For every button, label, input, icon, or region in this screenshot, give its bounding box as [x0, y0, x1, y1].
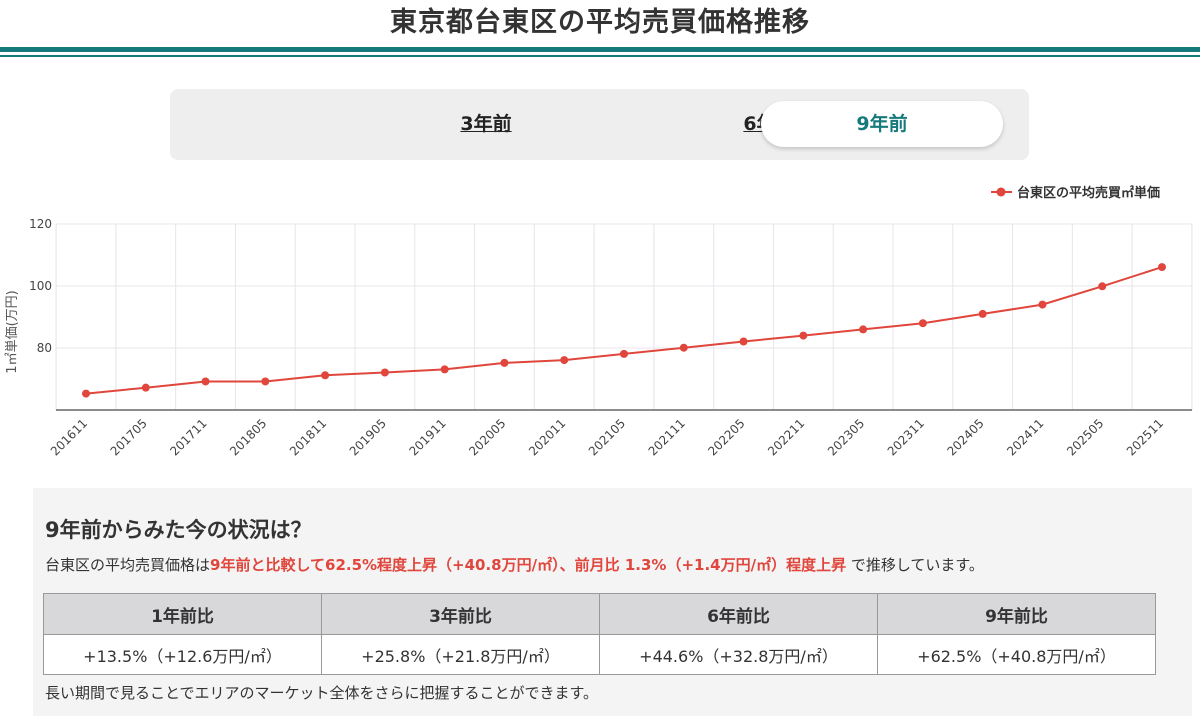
- data-point: [978, 309, 987, 318]
- summary-highlight-9y: 9年前と比較して62.5%程度上昇（+40.8万円/㎡）: [210, 556, 560, 574]
- data-point: [500, 358, 509, 367]
- x-tick-label: 202311: [885, 416, 927, 458]
- x-tick-label: 202505: [1064, 416, 1106, 458]
- table-row: +13.5%（+12.6万円/㎡） +25.8%（+21.8万円/㎡） +44.…: [43, 634, 1156, 675]
- x-tick-label: 202211: [765, 416, 807, 458]
- x-tick-label: 202411: [1004, 416, 1046, 458]
- summary-separator: 、: [559, 556, 575, 574]
- table-cell: +25.8%（+21.8万円/㎡）: [321, 634, 600, 675]
- table-header-row: 1年前比 3年前比 6年前比 9年前比: [43, 593, 1156, 635]
- horizontal-gridlines: [56, 223, 1192, 349]
- y-tick-label: 120: [29, 217, 52, 231]
- x-tick-label: 201611: [48, 416, 90, 458]
- tab-3-years-ago[interactable]: 3年前: [460, 113, 512, 135]
- data-point: [679, 343, 688, 352]
- x-tick-label: 201705: [108, 416, 150, 458]
- legend-label: 台東区の平均売買㎡単価: [1017, 185, 1160, 201]
- table-header: 9年前比: [877, 593, 1156, 635]
- summary-sentence: 台東区の平均売買価格は9年前と比較して62.5%程度上昇（+40.8万円/㎡）、…: [45, 554, 984, 575]
- x-tick-labels: 201611 201705 201711 201805 201811 201905 2019…: [48, 416, 1166, 458]
- x-tick-label: 202111: [646, 416, 688, 458]
- x-tick-label: 202005: [466, 416, 508, 458]
- x-tick-label: 201711: [167, 416, 209, 458]
- table-cell: +44.6%（+32.8万円/㎡）: [599, 634, 878, 675]
- data-point: [440, 365, 449, 374]
- x-tick-label: 201911: [406, 416, 448, 458]
- page-title: 東京都台東区の平均売買価格推移: [390, 7, 810, 38]
- summary-panel: 9年前からみた今の状況は？ 台東区の平均売買価格は9年前と比較して62.5%程度…: [33, 488, 1192, 716]
- summary-suffix: で推移しています。: [846, 556, 984, 574]
- title-rule-thick: [0, 47, 1200, 52]
- data-point: [141, 383, 150, 392]
- x-tick-label: 202205: [705, 416, 747, 458]
- x-tick-label: 201905: [347, 416, 389, 458]
- data-point: [918, 319, 927, 328]
- data-point: [739, 337, 748, 346]
- y-tick-label: 100: [29, 279, 52, 293]
- data-point: [620, 349, 628, 358]
- summary-prefix: 台東区の平均売買価格は: [45, 556, 211, 574]
- data-point: [380, 368, 389, 377]
- data-point: [1098, 282, 1107, 291]
- data-point: [859, 325, 868, 334]
- x-tick-label: 202105: [586, 416, 628, 458]
- vertical-gridlines: [55, 224, 1193, 410]
- data-point: [321, 371, 330, 380]
- table-cell: +13.5%（+12.6万円/㎡）: [43, 634, 322, 675]
- y-axis-label: 1㎡単価(万円): [4, 290, 20, 373]
- title-rule-thin: [0, 55, 1200, 57]
- x-tick-label: 202011: [526, 416, 568, 458]
- y-tick-labels: 80 100 120: [29, 217, 52, 355]
- summary-title: 9年前からみた今の状況は？: [45, 518, 312, 542]
- table-cell: +62.5%（+40.8万円/㎡）: [877, 634, 1156, 675]
- x-tick-label: 201805: [227, 416, 269, 458]
- data-point: [1158, 263, 1166, 272]
- x-tick-label: 201811: [287, 416, 329, 458]
- x-tick-label: 202305: [825, 416, 867, 458]
- data-point: [799, 331, 808, 340]
- summary-highlight-month: 前月比 1.3%（+1.4万円/㎡）程度上昇: [574, 556, 847, 574]
- data-point: [261, 377, 270, 386]
- y-tick-label: 80: [37, 341, 52, 355]
- table-header: 3年前比: [321, 593, 600, 635]
- tab-9-years-ago[interactable]: 9年前: [761, 101, 1003, 147]
- x-tick-label: 202405: [944, 416, 986, 458]
- legend-marker: [996, 187, 1006, 197]
- data-point: [201, 377, 210, 386]
- summary-note: 長い期間で見ることでエリアのマーケット全体をさらに把握することができます。: [45, 684, 599, 702]
- series-points: [82, 263, 1166, 398]
- data-point: [1038, 300, 1047, 309]
- legend: 台東区の平均売買㎡単価: [991, 185, 1160, 201]
- comparison-table: 1年前比 3年前比 6年前比 9年前比 +13.5%（+12.6万円/㎡） +2…: [43, 593, 1156, 675]
- table-header: 1年前比: [43, 593, 322, 635]
- x-tick-label: 202511: [1124, 416, 1166, 458]
- data-point: [560, 356, 569, 365]
- data-point: [82, 389, 90, 398]
- table-header: 6年前比: [599, 593, 878, 635]
- period-tabs: 3年前 6年前 9年前: [170, 89, 1029, 160]
